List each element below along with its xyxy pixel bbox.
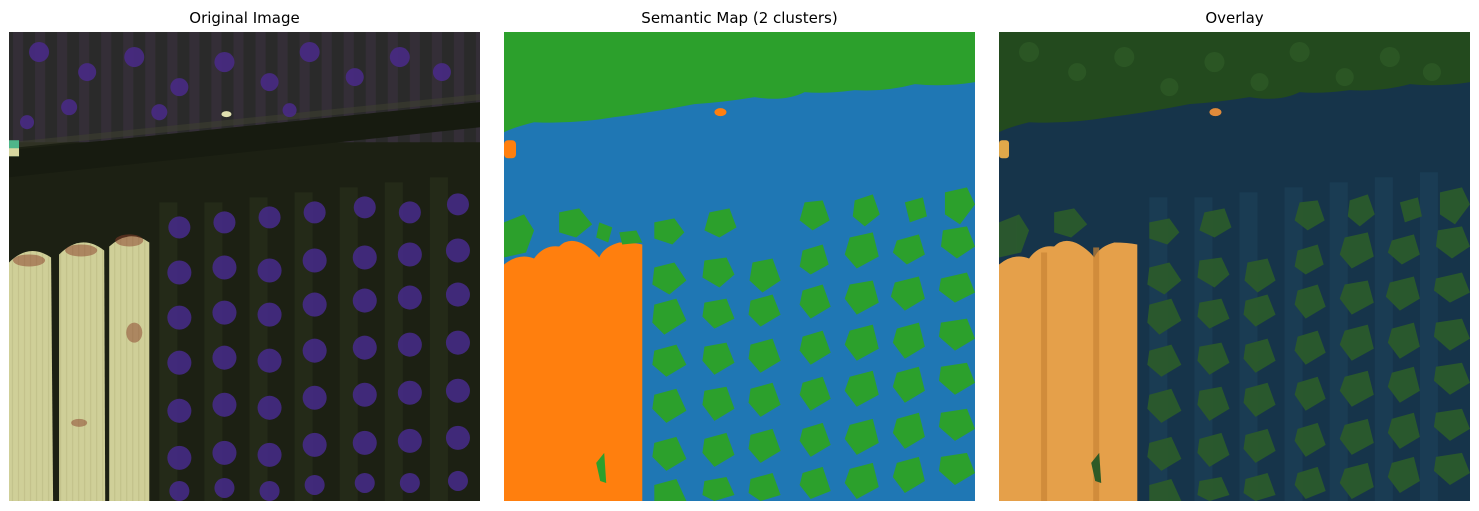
overlay-image [999, 32, 1470, 501]
semantic-map-panel: Semantic Map (2 clusters) [504, 0, 975, 511]
overlay-panel: Overlay [999, 0, 1470, 511]
panel-title-semantic-map: Semantic Map (2 clusters) [641, 9, 838, 27]
original-image-panel: Original Image [9, 0, 480, 511]
original-image [9, 32, 480, 501]
panel-title-original: Original Image [189, 9, 300, 27]
semantic-map-image [504, 32, 975, 501]
panel-title-overlay: Overlay [1205, 9, 1264, 27]
